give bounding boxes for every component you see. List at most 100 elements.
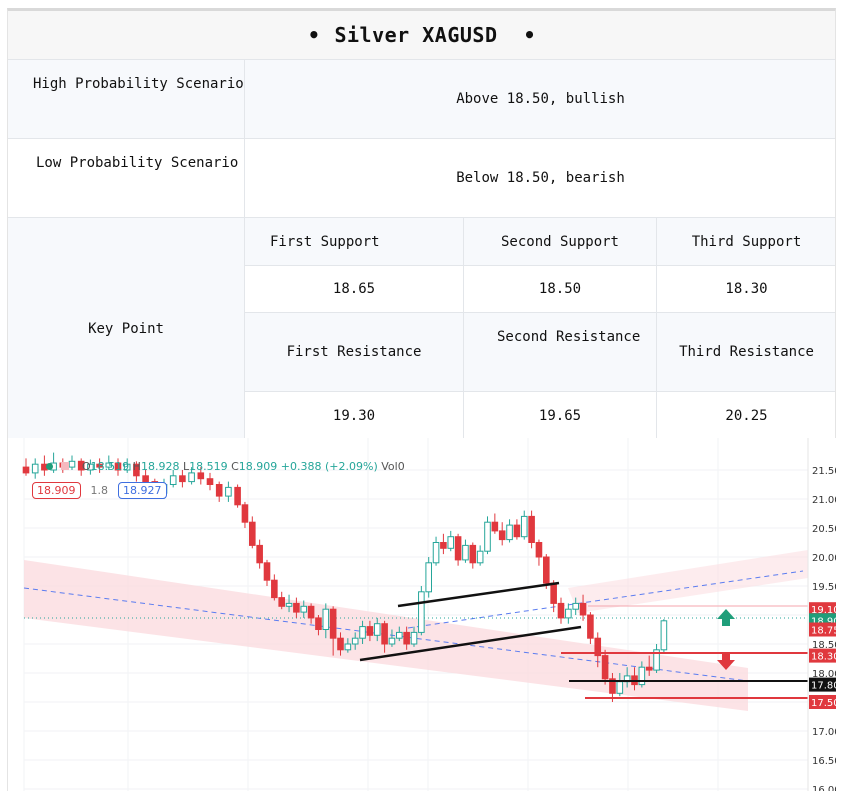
price-axis-label: 18.50: [812, 640, 836, 651]
high-scenario-label-cell: High Probability Scenario: [8, 60, 245, 139]
price-tag-label: 18.90: [811, 616, 836, 627]
candle-down: [403, 631, 410, 645]
second-resistance-value-cell: 19.65: [464, 392, 657, 440]
candle-up: [462, 544, 469, 561]
ohlc-legend: O18.519 H18.928 L18.519 C18.909 +0.388 (…: [46, 460, 405, 473]
candle-up: [616, 681, 624, 694]
candle-down: [543, 556, 550, 584]
candle-up: [425, 562, 432, 593]
key-point-label: Key Point: [88, 320, 164, 337]
high-scenario-value: Above 18.50, bullish: [456, 91, 625, 107]
flag-top-line: [397, 581, 560, 608]
rising-channel: [568, 550, 808, 613]
candle-down: [114, 462, 122, 471]
candle-down: [587, 614, 594, 639]
candle-down: [550, 582, 557, 604]
candle-down: [528, 515, 535, 544]
candle-up: [388, 637, 396, 645]
candle-down: [315, 617, 322, 630]
second-support-header: Second Support: [500, 233, 619, 250]
candle-down: [256, 544, 263, 564]
third-resistance-value: 20.25: [725, 407, 768, 424]
price-axis-label: 16.00: [812, 785, 836, 791]
first-resistance-value: 19.30: [332, 407, 376, 424]
first-resistance-value-cell: 19.30: [245, 392, 464, 440]
spread-value: 1.8: [90, 484, 109, 497]
symbol-dot-icon: [46, 463, 53, 470]
candle-up: [31, 463, 39, 474]
candle-up: [653, 649, 660, 671]
candle-up: [322, 608, 330, 630]
candle-down: [263, 562, 271, 581]
volume-label: Vol: [381, 460, 398, 473]
price-axis-label: 18.00: [812, 669, 836, 680]
candle-down: [454, 536, 462, 561]
candle-up: [300, 605, 308, 613]
candle-down: [381, 623, 388, 645]
high-label: H: [132, 460, 141, 473]
price-tag-label: 18.30: [811, 652, 836, 663]
first-support-header-cell: First Support: [245, 218, 464, 266]
candle-up: [410, 631, 418, 645]
buy-button[interactable]: 18.927: [118, 482, 167, 499]
candle-down: [440, 542, 447, 549]
price-tag: [809, 622, 836, 637]
second-support-header-cell: Second Support: [464, 218, 657, 266]
open-value: 18.519: [90, 460, 130, 473]
second-support-value-cell: 18.50: [464, 266, 657, 313]
candle-down: [609, 678, 616, 694]
price-tag-label: 17.50: [811, 698, 836, 709]
candle-down: [594, 637, 602, 657]
candle-up: [520, 515, 528, 538]
candle-up: [638, 666, 646, 686]
third-support-value-cell: 18.30: [657, 266, 835, 313]
high-value: 18.928: [140, 460, 180, 473]
trade-buttons: 18.909 1.8 18.927: [32, 482, 167, 499]
bearish-arrow-icon: [717, 653, 735, 670]
first-support-header: First Support: [270, 234, 380, 250]
price-axis-label: 17.00: [812, 727, 836, 738]
second-support-value: 18.50: [538, 281, 582, 297]
candle-up: [432, 542, 440, 564]
candle-down: [133, 463, 140, 477]
candle-up: [285, 602, 293, 607]
ohlc-chart-icon: [60, 462, 69, 470]
candle-down: [579, 602, 587, 616]
third-resistance-value-cell: 20.25: [657, 392, 835, 440]
page-title: • Silver XAGUSD •: [8, 11, 835, 60]
price-tag: [809, 648, 836, 663]
candle-up: [396, 631, 403, 639]
candle-down: [271, 579, 278, 599]
candle-down: [498, 530, 506, 541]
candle-down: [241, 504, 249, 523]
candle-down: [142, 475, 149, 483]
price-tag: [809, 695, 836, 709]
candle-down: [206, 478, 214, 486]
candle-up: [660, 620, 668, 651]
candle-down: [513, 524, 521, 538]
low-scenario-label-cell: Low Probability Scenario: [8, 139, 245, 218]
candle-up: [105, 462, 113, 468]
price-axis-label: 20.00: [812, 553, 836, 564]
sell-button[interactable]: 18.909: [32, 482, 81, 499]
candle-up: [359, 626, 366, 639]
candle-down: [234, 486, 241, 506]
candle-up: [351, 637, 359, 645]
candle-down: [96, 463, 103, 468]
low-scenario-value: Below 18.50, bearish: [456, 170, 625, 186]
first-resistance-header: First Resistance: [286, 344, 422, 360]
title-bullet-right: •: [523, 23, 537, 47]
key-point-label-cell: Key Point: [8, 218, 245, 440]
price-tag-label: 17.80: [811, 681, 836, 692]
change-value: +0.388 (+2.09%): [280, 460, 378, 473]
first-support-value: 18.65: [332, 281, 376, 297]
candle-down: [307, 605, 315, 619]
candle-up: [87, 463, 94, 471]
candle-up: [225, 486, 232, 497]
third-resistance-header: Third Resistance: [679, 344, 814, 360]
price-chart-panel[interactable]: 21.5021.0020.5020.0019.5019.0018.5018.00…: [8, 438, 836, 791]
price-axis-label: 20.50: [812, 524, 836, 535]
low-label: L: [182, 460, 190, 473]
second-resistance-value: 19.65: [538, 407, 582, 424]
price-tag: [809, 602, 836, 617]
